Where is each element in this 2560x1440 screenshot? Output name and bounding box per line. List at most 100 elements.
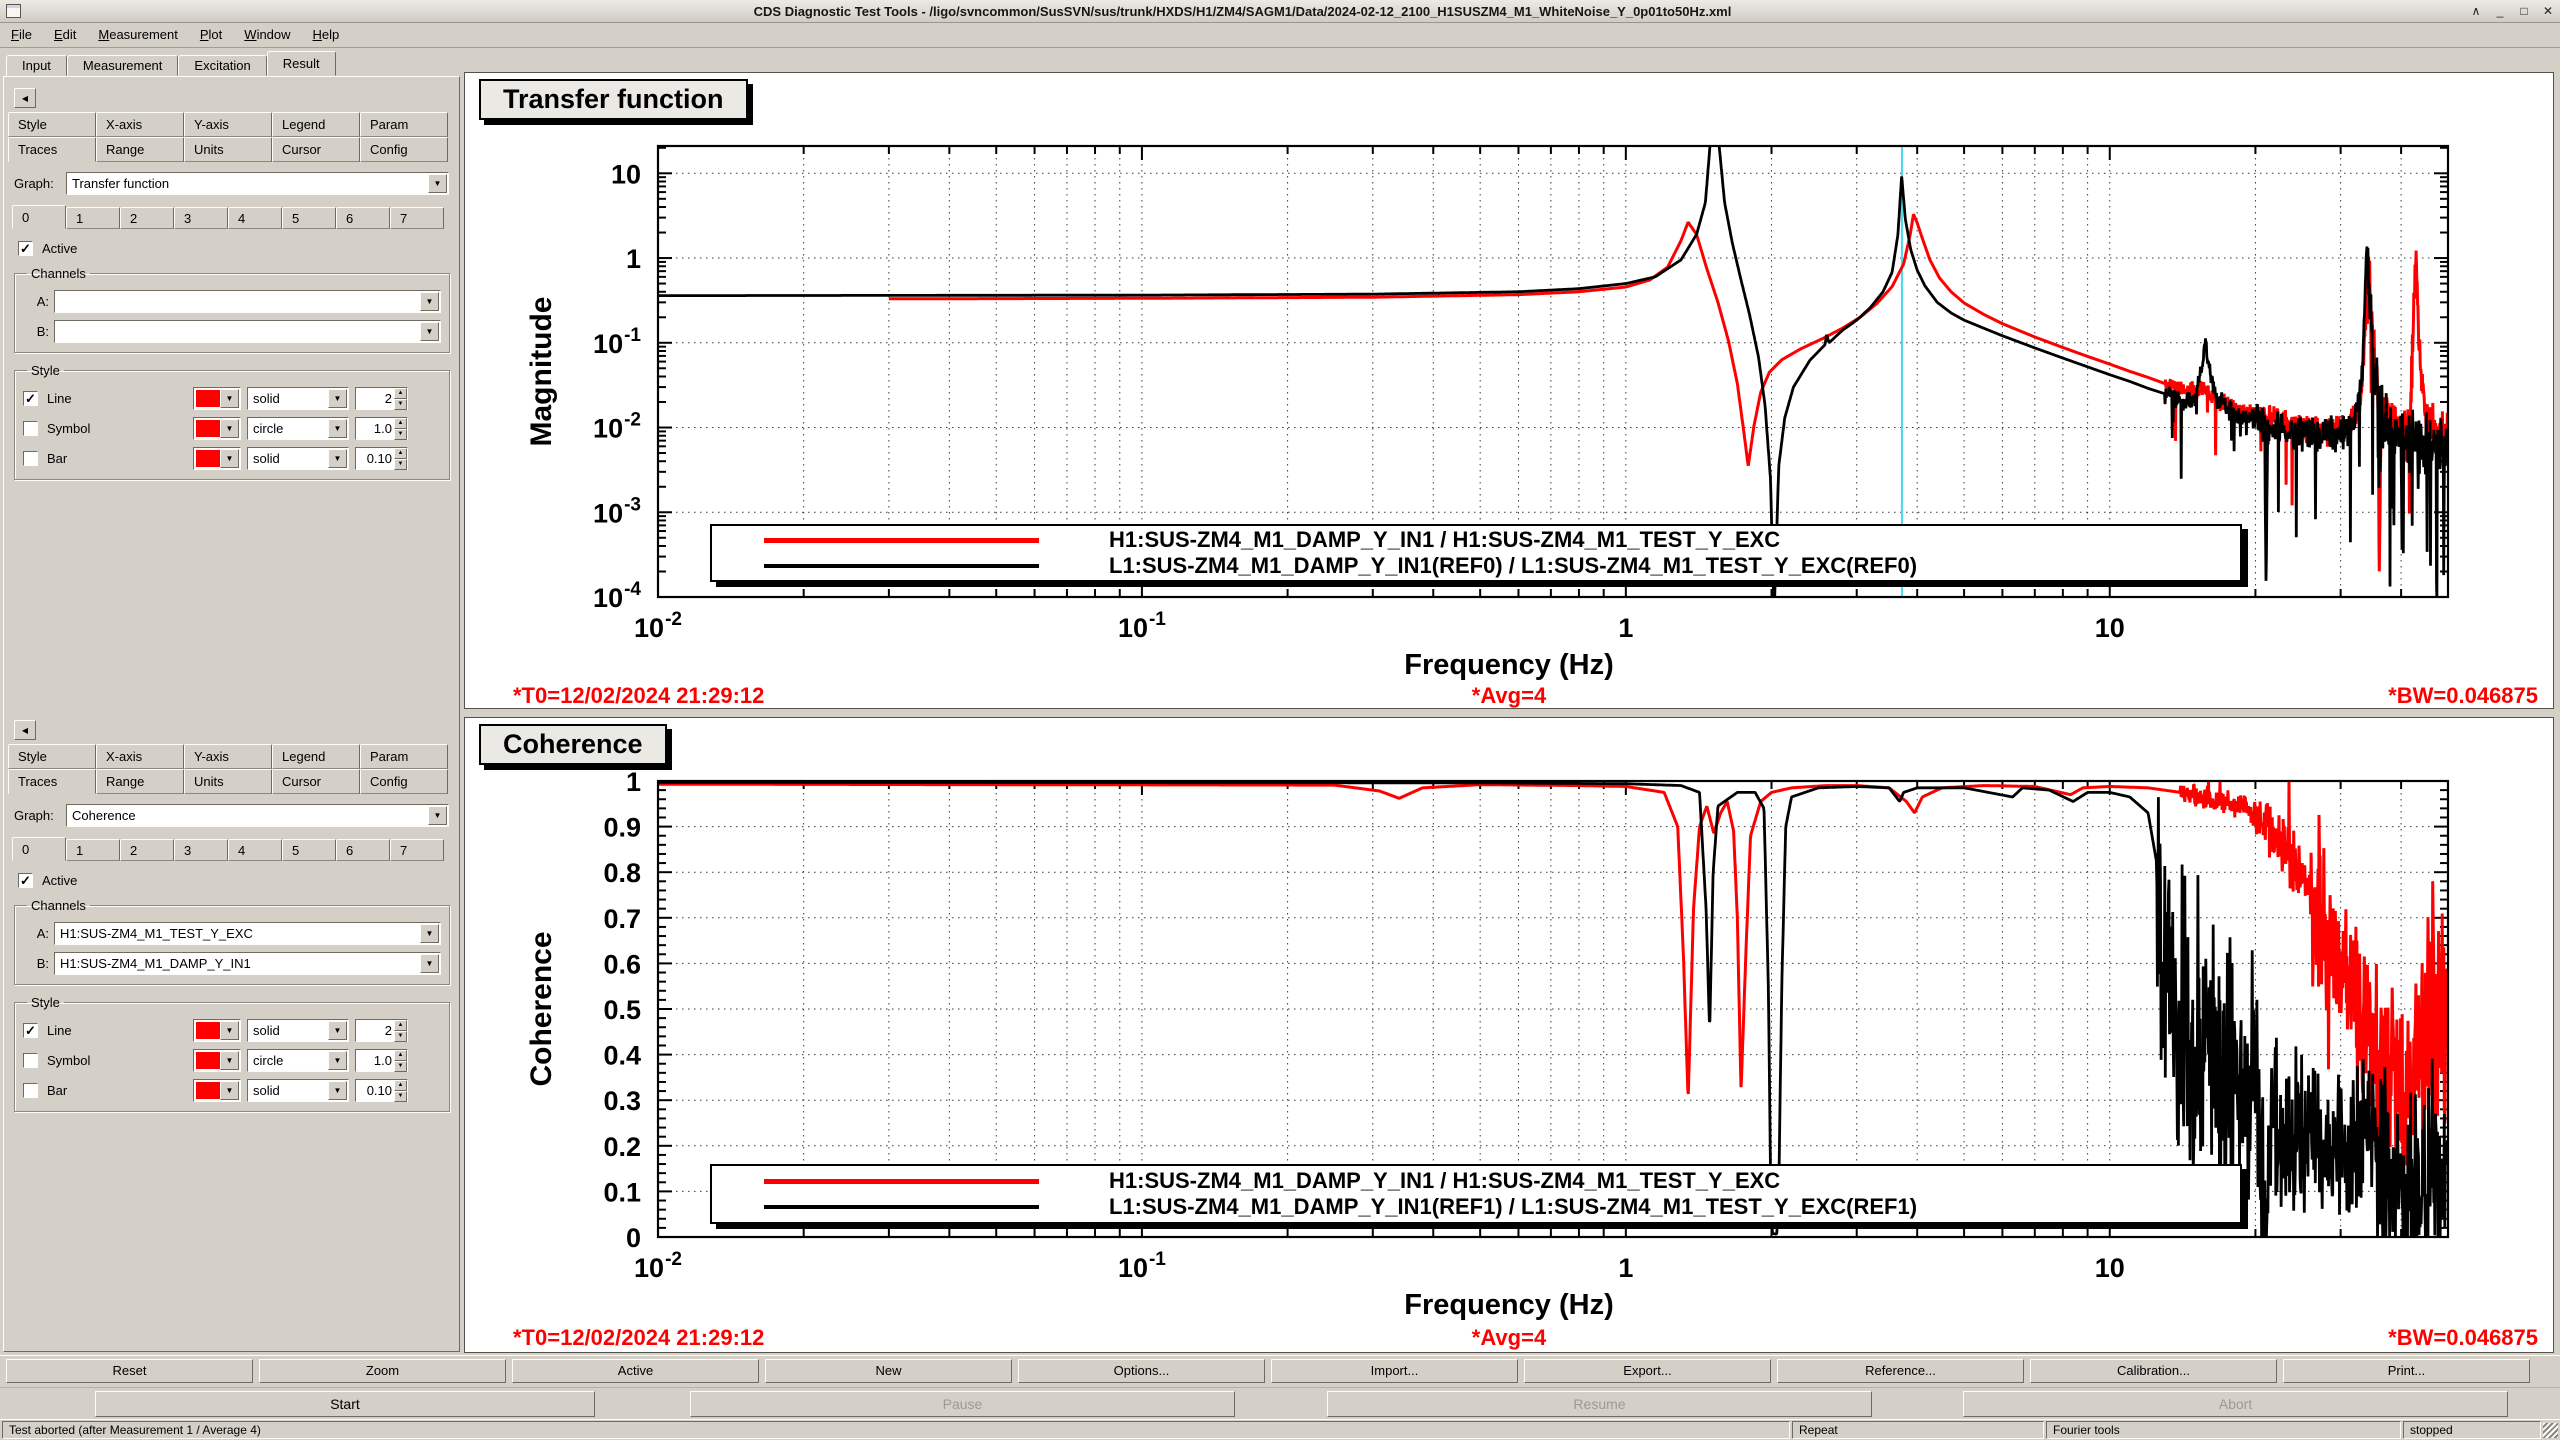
coherence-plot[interactable]: 1 0.9 0.8 0.7 0.6 0.5 0.4 0.3 0.2 0.1 010-2 10-1 1 10… bbox=[465, 718, 2553, 1352]
chevron-down-icon[interactable]: ▼ bbox=[220, 1050, 239, 1070]
trace-tab-7[interactable]: 7 bbox=[390, 839, 444, 861]
subtab-y-axis[interactable]: Y-axis bbox=[184, 744, 272, 769]
options-button[interactable]: Options... bbox=[1018, 1359, 1265, 1383]
chevron-down-icon[interactable]: ▼ bbox=[220, 418, 239, 438]
symbol-checkbox[interactable] bbox=[23, 420, 38, 436]
trace-tab-0[interactable]: 0 bbox=[12, 837, 66, 861]
line-checkbox[interactable]: ✓ bbox=[23, 1022, 38, 1038]
spin-down-icon[interactable]: ▼ bbox=[394, 398, 407, 410]
channel-b-select[interactable]: ▼ bbox=[54, 320, 441, 343]
spin-up-icon[interactable]: ▲ bbox=[394, 1019, 407, 1031]
trace-tab-5[interactable]: 5 bbox=[282, 207, 336, 229]
spin-up-icon[interactable]: ▲ bbox=[394, 447, 407, 459]
chevron-down-icon[interactable]: ▼ bbox=[328, 448, 347, 468]
trace-tab-3[interactable]: 3 bbox=[174, 839, 228, 861]
tab-excitation[interactable]: Excitation bbox=[178, 55, 267, 76]
trace-tab-5[interactable]: 5 bbox=[282, 839, 336, 861]
subtab-range[interactable]: Range bbox=[96, 769, 184, 794]
subtab-style[interactable]: Style bbox=[8, 112, 96, 137]
chevron-down-icon[interactable]: ▼ bbox=[328, 418, 347, 438]
chevron-down-icon[interactable]: ▼ bbox=[328, 1020, 347, 1040]
menu-edit[interactable]: Edit bbox=[53, 27, 77, 42]
bar-checkbox[interactable] bbox=[23, 450, 38, 466]
line-style-select[interactable]: solid ▼ bbox=[247, 1018, 349, 1042]
print-button[interactable]: Print... bbox=[2283, 1359, 2530, 1383]
line-color-select[interactable]: ▼ bbox=[193, 1018, 241, 1042]
line-size-stepper[interactable]: 2 ▲ ▼ bbox=[355, 386, 408, 410]
chevron-down-icon[interactable]: ▼ bbox=[428, 174, 447, 193]
chevron-down-icon[interactable]: ▼ bbox=[428, 806, 447, 825]
spin-down-icon[interactable]: ▼ bbox=[394, 1030, 407, 1042]
channel-b-select[interactable]: H1:SUS-ZM4_M1_DAMP_Y_IN1 ▼ bbox=[54, 952, 441, 975]
tab-measurement[interactable]: Measurement bbox=[66, 55, 179, 76]
spin-up-icon[interactable]: ▲ bbox=[394, 1079, 407, 1091]
active-button[interactable]: Active bbox=[512, 1359, 759, 1383]
spin-up-icon[interactable]: ▲ bbox=[394, 1049, 407, 1061]
symbol-size-stepper[interactable]: 1.0 ▲ ▼ bbox=[355, 416, 408, 440]
bar-style-select[interactable]: solid ▼ bbox=[247, 446, 349, 470]
subtab-legend[interactable]: Legend bbox=[272, 112, 360, 137]
shade-button[interactable]: ∧ bbox=[2471, 4, 2481, 18]
line-style-select[interactable]: solid ▼ bbox=[247, 386, 349, 410]
chevron-down-icon[interactable]: ▼ bbox=[420, 322, 439, 341]
resize-grip[interactable] bbox=[2543, 1422, 2558, 1438]
bar-color-select[interactable]: ▼ bbox=[193, 1078, 241, 1102]
subtab-param[interactable]: Param bbox=[360, 112, 448, 137]
subtab-traces[interactable]: Traces bbox=[8, 137, 96, 162]
chevron-down-icon[interactable]: ▼ bbox=[220, 1020, 239, 1040]
line-color-select[interactable]: ▼ bbox=[193, 386, 241, 410]
subtab-y-axis[interactable]: Y-axis bbox=[184, 112, 272, 137]
symbol-size-stepper[interactable]: 1.0 ▲ ▼ bbox=[355, 1048, 408, 1072]
new-button[interactable]: New bbox=[765, 1359, 1012, 1383]
subtab-config[interactable]: Config bbox=[360, 769, 448, 794]
subtab-range[interactable]: Range bbox=[96, 137, 184, 162]
chevron-down-icon[interactable]: ▼ bbox=[328, 388, 347, 408]
line-checkbox[interactable]: ✓ bbox=[23, 390, 38, 406]
active-checkbox[interactable]: ✓ bbox=[18, 241, 33, 256]
spin-up-icon[interactable]: ▲ bbox=[394, 387, 407, 399]
start-button[interactable]: Start bbox=[95, 1391, 595, 1417]
zoom-button[interactable]: Zoom bbox=[259, 1359, 506, 1383]
maximize-button[interactable]: □ bbox=[2520, 4, 2528, 18]
channel-a-select[interactable]: ▼ bbox=[54, 290, 441, 313]
trace-tab-7[interactable]: 7 bbox=[390, 207, 444, 229]
graph-select[interactable]: Coherence ▼ bbox=[66, 804, 449, 827]
spin-down-icon[interactable]: ▼ bbox=[394, 1090, 407, 1102]
menu-measurement[interactable]: Measurement bbox=[98, 27, 178, 42]
menu-plot[interactable]: Plot bbox=[199, 27, 223, 42]
menu-help[interactable]: Help bbox=[312, 27, 340, 42]
symbol-color-select[interactable]: ▼ bbox=[193, 1048, 241, 1072]
menu-file[interactable]: File bbox=[11, 27, 32, 42]
subtab-cursor[interactable]: Cursor bbox=[272, 769, 360, 794]
chevron-down-icon[interactable]: ▼ bbox=[420, 924, 439, 943]
subtab-x-axis[interactable]: X-axis bbox=[96, 112, 184, 137]
trace-tab-1[interactable]: 1 bbox=[66, 839, 120, 861]
subtab-x-axis[interactable]: X-axis bbox=[96, 744, 184, 769]
bar-checkbox[interactable] bbox=[23, 1082, 38, 1098]
chevron-down-icon[interactable]: ▼ bbox=[220, 388, 239, 408]
symbol-checkbox[interactable] bbox=[23, 1052, 38, 1068]
trace-tab-6[interactable]: 6 bbox=[336, 839, 390, 861]
trace-tab-6[interactable]: 6 bbox=[336, 207, 390, 229]
bar-style-select[interactable]: solid ▼ bbox=[247, 1078, 349, 1102]
trace-tab-3[interactable]: 3 bbox=[174, 207, 228, 229]
trace-tab-1[interactable]: 1 bbox=[66, 207, 120, 229]
symbol-style-select[interactable]: circle ▼ bbox=[247, 1048, 349, 1072]
close-button[interactable]: ✕ bbox=[2542, 4, 2554, 18]
graph-select[interactable]: Transfer function ▼ bbox=[66, 172, 449, 195]
subtab-units[interactable]: Units bbox=[184, 137, 272, 162]
tab-result[interactable]: Result bbox=[266, 51, 336, 76]
bar-color-select[interactable]: ▼ bbox=[193, 446, 241, 470]
line-size-stepper[interactable]: 2 ▲ ▼ bbox=[355, 1018, 408, 1042]
trace-tab-2[interactable]: 2 bbox=[120, 839, 174, 861]
collapse-panel-button[interactable]: ◀ bbox=[14, 720, 36, 740]
trace-tab-0[interactable]: 0 bbox=[12, 205, 66, 229]
subtab-cursor[interactable]: Cursor bbox=[272, 137, 360, 162]
chevron-down-icon[interactable]: ▼ bbox=[420, 292, 439, 311]
reset-button[interactable]: Reset bbox=[6, 1359, 253, 1383]
calibration-button[interactable]: Calibration... bbox=[2030, 1359, 2277, 1383]
import-button[interactable]: Import... bbox=[1271, 1359, 1518, 1383]
chevron-down-icon[interactable]: ▼ bbox=[328, 1080, 347, 1100]
trace-tab-4[interactable]: 4 bbox=[228, 839, 282, 861]
